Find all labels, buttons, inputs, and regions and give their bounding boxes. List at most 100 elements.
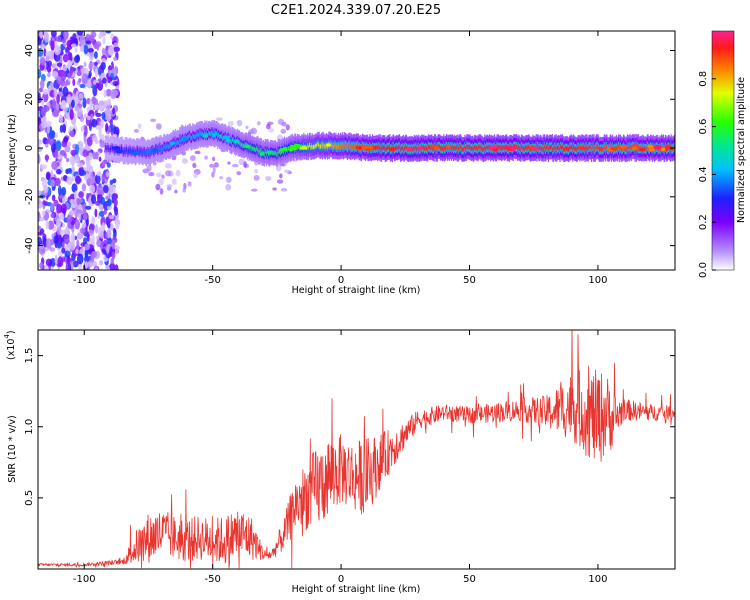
snr-x-axis-label: Height of straight line (km) [292, 584, 421, 595]
spectrogram-scatter-blob [231, 164, 239, 168]
spectrogram-ridge-cell [445, 146, 447, 151]
spectrogram-ridge-cell [180, 136, 182, 142]
spectrogram-ridge-cell [353, 143, 355, 149]
spectrogram-ridge-peak [144, 150, 150, 154]
spectrogram-ridge-cell [450, 146, 453, 151]
spectrogram-ridge-cell [398, 144, 401, 149]
spectrogram-ridge-cell [341, 144, 343, 149]
spectrogram-noise-blob [91, 177, 95, 186]
spectrogram-ridge-cell [133, 148, 135, 154]
spectrogram-ridge-cell [332, 144, 334, 150]
spectrogram-noise-blob [103, 89, 107, 98]
spectrogram-noise-blob [113, 56, 117, 61]
spectrogram-ridge-cell [335, 143, 337, 148]
spectrogram-ridge-cell [198, 132, 200, 137]
spectrogram-ridge-cell [149, 152, 151, 157]
spectrogram-ridge-cell [276, 152, 279, 157]
spectrogram-ridge-cell [204, 130, 206, 135]
spectrogram-ridge-cell [554, 144, 556, 150]
spectrogram-noise-blob [38, 111, 41, 118]
spectrogram-ridge-cell [195, 132, 198, 137]
spectrogram-noise-blob [115, 221, 120, 230]
spectrogram-ridge-cell [626, 144, 629, 149]
spectrogram-ridge-cell [557, 145, 559, 150]
spectrogram-ridge-cell [136, 148, 138, 153]
spectrogram-ridge-cell [601, 146, 603, 152]
spectrogram-ridge-cell [444, 145, 446, 151]
spectrogram-noise-blob [102, 77, 107, 84]
spectrogram-ridge-cell [471, 146, 473, 151]
spectrogram-ridge-cell [470, 145, 472, 151]
spectrogram-noise-blob [96, 239, 102, 247]
spectrogram-ridge-cell [443, 144, 445, 149]
spectrogram-noise-blob [79, 116, 85, 123]
spectrogram-ridge-cell [335, 144, 338, 150]
spectrogram-noise-blob [76, 197, 81, 205]
spectrogram-ridge-cell [641, 144, 643, 150]
spectrogram-noise-blob [86, 158, 91, 168]
spectrogram-noise-blob [56, 203, 63, 214]
spectrogram-noise-blob [43, 48, 47, 57]
spectrogram-scatter-blob [236, 171, 242, 176]
spectrogram-noise-blob [95, 82, 100, 89]
spectrogram-ridge-cell [475, 145, 477, 151]
spectrogram-noise-blob [58, 114, 64, 124]
spectrogram-ridge-cell [196, 134, 198, 139]
spectrogram-ridge-cell [486, 144, 489, 150]
spectrogram-ridge-cell [170, 142, 172, 148]
spectrogram-noise-blob [45, 258, 53, 267]
y-tick-label: 20 [24, 93, 35, 106]
spectrogram-ridge-cell [212, 130, 214, 135]
spectrogram-noise-blob [56, 168, 62, 175]
spectrogram-ridge-cell [231, 140, 233, 145]
spectrogram-ridge-cell [596, 144, 598, 150]
spectrogram-ridge-cell [239, 141, 241, 147]
spectrogram-noise-blob [92, 260, 98, 267]
spectrogram-ridge-cell [355, 144, 357, 150]
spectrogram-ridge-cell [465, 146, 467, 152]
spectrogram-ridge-cell [396, 144, 398, 150]
spectrogram-scatter-blob [268, 128, 275, 133]
spectrogram-ridge-cell [389, 144, 391, 149]
spectrogram-scatter-blob [137, 123, 142, 129]
spectrogram-noise-blob [71, 203, 77, 209]
spectrogram-ridge-cell [401, 146, 403, 151]
spectrogram-ridge-cell [456, 147, 458, 152]
spectrogram-ridge-cell [202, 132, 204, 138]
spectrogram-ridge-cell [183, 138, 185, 143]
spectrogram-ridge-cell [221, 133, 223, 138]
spectrogram-ridge-cell [314, 143, 316, 148]
spectrogram-ridge-cell [142, 150, 144, 156]
spectrogram-ridge-cell [140, 149, 142, 154]
spectrogram-ridge-cell [277, 148, 279, 154]
spectrogram-ridge-cell [454, 144, 456, 150]
spectrogram-noise-blob [75, 175, 81, 185]
spectrogram-noise-blob [63, 174, 68, 182]
spectrogram-ridge-cell [617, 144, 620, 150]
spectrogram-noise-blob [78, 191, 84, 198]
spectrogram-noise-blob [50, 212, 55, 219]
spectrogram-noise-blob [83, 213, 88, 221]
y-tick-label: 0 [24, 145, 35, 151]
spectrogram-noise-blob [47, 60, 52, 68]
spectrogram-ridge-peak [406, 147, 413, 152]
spectrogram-noise-blob [98, 210, 105, 217]
spectrogram-ridge-peak [132, 151, 139, 156]
spectrogram-ridge-cell [570, 144, 573, 149]
spectrogram-scatter-blob [164, 163, 172, 169]
spectrogram-ridge-cell [554, 147, 557, 152]
spectrogram-noise-blob [98, 33, 103, 40]
spectrogram-noise-blob [59, 124, 64, 133]
spectrogram-ridge-cell [631, 145, 633, 150]
spectrogram-noise-blob [114, 264, 119, 270]
spectrogram-scatter-blob [253, 175, 260, 181]
spectrogram-noise-blob [56, 93, 60, 104]
y-tick-label: 1.5 [24, 348, 35, 364]
spectrogram-ridge-cell [219, 134, 221, 140]
spectrogram-ridge-cell [487, 145, 489, 151]
spectrogram-noise-blob [86, 178, 93, 187]
spectrogram-ridge-cell [269, 152, 271, 157]
spectrogram-noise-blob [74, 47, 78, 53]
